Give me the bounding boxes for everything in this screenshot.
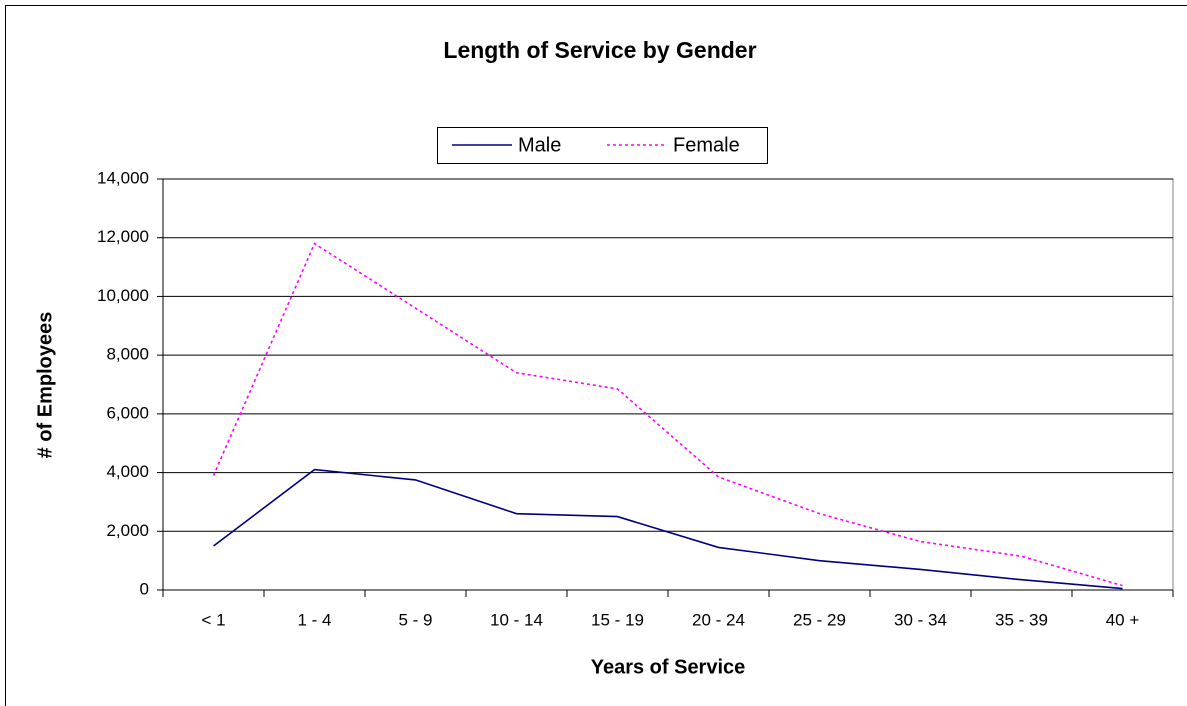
x-tick-label: 1 - 4 xyxy=(297,610,331,629)
y-tick-label: 8,000 xyxy=(106,345,149,364)
x-axis-title: Years of Service xyxy=(591,656,746,678)
chart-title: Length of Service by Gender xyxy=(443,37,756,63)
y-axis-title: # of Employees xyxy=(34,312,56,459)
x-tick-label: 30 - 34 xyxy=(894,610,947,629)
line-series xyxy=(212,242,1123,587)
legend-label: Female xyxy=(673,134,740,156)
chart-border xyxy=(5,5,1187,706)
x-tick-label: 15 - 19 xyxy=(591,610,644,629)
x-tick-label: < 1 xyxy=(201,610,225,629)
y-tick-label: 0 xyxy=(140,579,149,598)
y-tick-label: 10,000 xyxy=(97,286,149,305)
y-tick-label: 6,000 xyxy=(106,403,149,422)
x-tick-label: 10 - 14 xyxy=(490,610,543,629)
y-tick-label: 4,000 xyxy=(106,462,149,481)
x-tick-label: 35 - 39 xyxy=(995,610,1048,629)
line-series xyxy=(213,468,1123,590)
x-tick-label: 40 + xyxy=(1106,610,1140,629)
legend-label: Male xyxy=(518,134,561,156)
y-tick-label: 2,000 xyxy=(106,521,149,540)
y-tick-label: 14,000 xyxy=(97,168,149,187)
x-tick-label: 20 - 24 xyxy=(692,610,745,629)
plot-area xyxy=(162,178,1174,591)
x-tick-label: 25 - 29 xyxy=(793,610,846,629)
y-tick-label: 12,000 xyxy=(97,227,149,246)
x-tick-label: 5 - 9 xyxy=(398,610,432,629)
